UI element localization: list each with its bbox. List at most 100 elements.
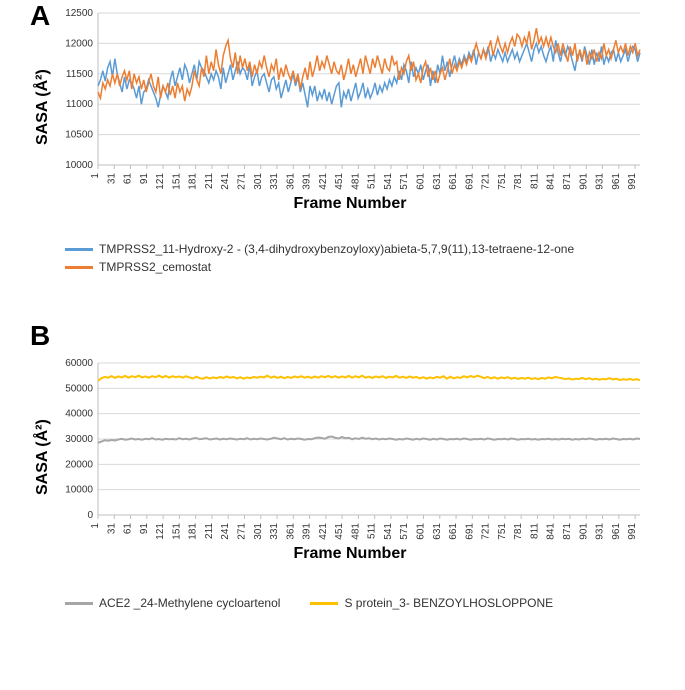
svg-text:61: 61 [123,173,134,185]
panel-b-xlabel: Frame Number [50,545,650,563]
svg-text:901: 901 [578,173,589,190]
svg-text:841: 841 [546,523,557,540]
svg-text:11000: 11000 [66,99,94,110]
svg-text:481: 481 [350,523,361,540]
panel-a-label: A [30,0,50,32]
svg-text:511: 511 [367,173,378,189]
svg-text:20000: 20000 [65,459,93,470]
svg-text:211: 211 [204,173,215,189]
svg-text:361: 361 [285,173,296,190]
panel-b-ylabel: SASA (Å²) [34,419,52,495]
svg-text:541: 541 [383,173,394,190]
panel-b-svg: 0 10000 20000 30000 40000 50000 60000 1 31 61 91 12… [50,355,650,565]
svg-text:61: 61 [123,523,134,535]
svg-text:271: 271 [236,173,247,190]
svg-text:391: 391 [302,523,313,540]
svg-text:931: 931 [595,523,606,540]
svg-text:721: 721 [481,523,492,540]
svg-text:151: 151 [171,523,182,540]
svg-text:871: 871 [562,173,573,190]
figure-page: A 10000105001100011500120001250013161911… [0,0,685,690]
svg-text:10000: 10000 [65,485,93,496]
svg-text:781: 781 [513,173,524,190]
svg-text:121: 121 [155,523,166,540]
svg-text:721: 721 [481,173,492,190]
svg-text:31: 31 [106,523,117,535]
svg-text:751: 751 [497,523,508,540]
svg-text:811: 811 [529,173,540,189]
svg-text:601: 601 [416,173,427,190]
svg-text:1: 1 [90,523,101,529]
svg-text:10000: 10000 [65,160,93,171]
legend-label: TMPRSS2_11-Hydroxy-2 - (3,4-dihydroxyben… [99,242,574,256]
svg-text:661: 661 [448,173,459,190]
svg-text:361: 361 [285,523,296,540]
svg-text:481: 481 [350,173,361,190]
svg-text:511: 511 [367,523,378,539]
svg-text:151: 151 [171,173,182,190]
svg-text:331: 331 [269,173,280,190]
panel-a-legend: TMPRSS2_11-Hydroxy-2 - (3,4-dihydroxyben… [65,238,665,278]
svg-text:991: 991 [627,173,638,190]
panel-b-chart: 0 10000 20000 30000 40000 50000 60000 1 31 61 91 12… [50,355,650,565]
svg-text:12500: 12500 [65,8,93,19]
svg-text:391: 391 [302,173,313,190]
svg-text:181: 181 [188,173,199,190]
legend-swatch [65,248,93,251]
svg-text:871: 871 [562,523,573,540]
svg-text:631: 631 [432,173,443,190]
svg-text:181: 181 [188,523,199,540]
svg-text:11500: 11500 [66,69,94,80]
svg-text:451: 451 [334,523,345,540]
svg-text:91: 91 [139,523,150,535]
svg-text:91: 91 [139,173,150,185]
legend-swatch [310,602,338,605]
svg-text:901: 901 [578,523,589,540]
svg-text:961: 961 [611,523,622,540]
legend-swatch [65,602,93,605]
panel-b-legend: ACE2 _24-Methylene cycloartenol S protein… [65,592,665,614]
svg-text:1: 1 [90,173,101,179]
svg-text:541: 541 [383,523,394,540]
svg-text:40000: 40000 [65,409,93,420]
svg-text:811: 811 [529,523,540,539]
svg-text:12000: 12000 [65,38,93,49]
svg-text:691: 691 [464,523,475,540]
svg-text:931: 931 [595,173,606,190]
svg-text:601: 601 [416,523,427,540]
panel-a-svg: 1000010500110001150012000125001316191121… [50,5,650,215]
svg-text:241: 241 [220,523,231,540]
svg-text:841: 841 [546,173,557,190]
legend-label: TMPRSS2_cemostat [99,260,211,274]
svg-text:781: 781 [513,523,524,540]
svg-text:211: 211 [204,523,215,539]
svg-text:301: 301 [253,173,264,190]
panel-a-xlabel: Frame Number [50,195,650,213]
svg-text:751: 751 [497,173,508,190]
svg-text:0: 0 [87,510,93,521]
svg-text:121: 121 [155,173,166,190]
svg-text:661: 661 [448,523,459,540]
svg-text:31: 31 [106,173,117,185]
panel-b-label: B [30,320,50,352]
svg-text:60000: 60000 [65,358,93,369]
svg-text:631: 631 [432,523,443,540]
panel-a-chart: 1000010500110001150012000125001316191121… [50,5,650,215]
svg-text:571: 571 [399,173,410,190]
svg-text:331: 331 [269,523,280,540]
panel-a-ylabel: SASA (Å²) [34,69,52,145]
svg-text:991: 991 [627,523,638,540]
legend-label: S protein_3- BENZOYLHOSLOPPONE [344,596,553,610]
svg-text:421: 421 [318,523,329,540]
svg-text:421: 421 [318,173,329,190]
svg-text:30000: 30000 [65,434,93,445]
svg-text:271: 271 [236,523,247,540]
legend-swatch [65,266,93,269]
svg-text:301: 301 [253,523,264,540]
svg-text:451: 451 [334,173,345,190]
svg-text:691: 691 [464,173,475,190]
legend-label: ACE2 _24-Methylene cycloartenol [99,596,280,610]
svg-text:961: 961 [611,173,622,190]
svg-text:50000: 50000 [65,383,93,394]
svg-text:571: 571 [399,523,410,540]
